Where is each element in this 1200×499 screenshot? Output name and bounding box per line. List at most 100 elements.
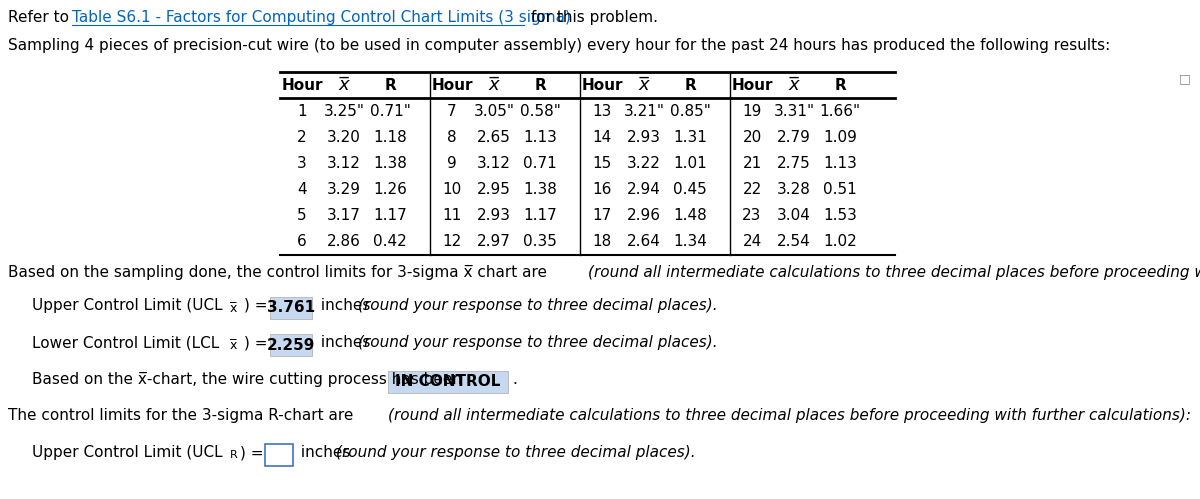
Text: R: R: [534, 77, 546, 92]
Text: 2.54: 2.54: [778, 235, 811, 250]
Text: 0.85": 0.85": [670, 104, 710, 119]
Text: Lower Control Limit (LCL: Lower Control Limit (LCL: [32, 335, 220, 350]
Text: 2.97: 2.97: [478, 235, 511, 250]
Text: 1.48: 1.48: [673, 208, 707, 223]
Text: 24: 24: [743, 235, 762, 250]
Text: 0.51: 0.51: [823, 182, 857, 197]
Text: Hour: Hour: [731, 77, 773, 92]
Text: 15: 15: [593, 156, 612, 171]
Text: 1.38: 1.38: [523, 182, 557, 197]
Text: ) =: ) =: [240, 445, 269, 460]
Text: 3.25": 3.25": [324, 104, 365, 119]
Text: inches: inches: [316, 298, 376, 313]
Text: 14: 14: [593, 130, 612, 145]
Text: 23: 23: [743, 208, 762, 223]
Text: 9: 9: [448, 156, 457, 171]
Text: □: □: [1180, 72, 1190, 85]
Text: IN CONTROL: IN CONTROL: [395, 375, 500, 390]
Text: 2.93: 2.93: [628, 130, 661, 145]
Text: for this problem.: for this problem.: [526, 10, 658, 25]
Text: 3.21": 3.21": [624, 104, 665, 119]
Text: 3.20: 3.20: [328, 130, 361, 145]
Text: ) =: ) =: [244, 298, 272, 313]
Text: 11: 11: [443, 208, 462, 223]
Text: 3.12: 3.12: [328, 156, 361, 171]
Text: Table S6.1 - Factors for Computing Control Chart Limits (3 sigma): Table S6.1 - Factors for Computing Contr…: [72, 10, 571, 25]
Text: 1.01: 1.01: [673, 156, 707, 171]
Text: 3.29: 3.29: [326, 182, 361, 197]
Text: 0.35: 0.35: [523, 235, 557, 250]
Text: 3.31": 3.31": [774, 104, 815, 119]
Text: 2.79: 2.79: [778, 130, 811, 145]
Text: x̅: x̅: [788, 76, 799, 94]
Text: 1.02: 1.02: [823, 235, 857, 250]
Text: 1.38: 1.38: [373, 156, 407, 171]
Text: x̅: x̅: [230, 302, 238, 315]
Text: Based on the x̅-chart, the wire cutting process has been: Based on the x̅-chart, the wire cutting …: [32, 372, 467, 387]
Text: 3.28: 3.28: [778, 182, 811, 197]
Text: The control limits for the 3-sigma R-chart are: The control limits for the 3-sigma R-cha…: [8, 408, 359, 423]
Text: 1.17: 1.17: [373, 208, 407, 223]
Text: inches: inches: [316, 335, 376, 350]
Text: 1.26: 1.26: [373, 182, 407, 197]
Text: .: .: [512, 372, 517, 387]
Text: x̅: x̅: [488, 76, 499, 94]
Text: 1.66": 1.66": [820, 104, 860, 119]
Text: ) =: ) =: [244, 335, 272, 350]
Text: 2.94: 2.94: [628, 182, 661, 197]
Text: 22: 22: [743, 182, 762, 197]
Text: 1: 1: [298, 104, 307, 119]
Text: 0.42: 0.42: [373, 235, 407, 250]
Text: 2: 2: [298, 130, 307, 145]
Text: 0.45: 0.45: [673, 182, 707, 197]
Text: 17: 17: [593, 208, 612, 223]
Text: 1.17: 1.17: [523, 208, 557, 223]
Text: x̅: x̅: [230, 339, 238, 352]
Text: 7: 7: [448, 104, 457, 119]
Text: 3.05": 3.05": [474, 104, 515, 119]
Text: 5: 5: [298, 208, 307, 223]
Text: 3.22: 3.22: [628, 156, 661, 171]
Text: 19: 19: [743, 104, 762, 119]
Text: (round your response to three decimal places).: (round your response to three decimal pl…: [336, 445, 696, 460]
Text: 1.53: 1.53: [823, 208, 857, 223]
Text: 1.34: 1.34: [673, 235, 707, 250]
Text: Sampling 4 pieces of precision-cut wire (to be used in computer assembly) every : Sampling 4 pieces of precision-cut wire …: [8, 38, 1110, 53]
Text: Upper Control Limit (UCL: Upper Control Limit (UCL: [32, 445, 223, 460]
Text: 12: 12: [443, 235, 462, 250]
Text: 16: 16: [593, 182, 612, 197]
Text: 1.13: 1.13: [823, 156, 857, 171]
Bar: [270, 297, 312, 319]
Text: 2.75: 2.75: [778, 156, 811, 171]
Text: 3.761: 3.761: [266, 300, 316, 315]
Text: 2.259: 2.259: [266, 337, 316, 352]
Text: 4: 4: [298, 182, 307, 197]
Text: 6: 6: [298, 235, 307, 250]
Text: 2.64: 2.64: [628, 235, 661, 250]
Text: 1.31: 1.31: [673, 130, 707, 145]
Text: Hour: Hour: [581, 77, 623, 92]
Text: 2.93: 2.93: [478, 208, 511, 223]
Text: 0.58": 0.58": [520, 104, 560, 119]
Text: (round all intermediate calculations to three decimal places before proceeding w: (round all intermediate calculations to …: [388, 408, 1190, 423]
Text: Hour: Hour: [431, 77, 473, 92]
Text: Refer to: Refer to: [8, 10, 74, 25]
Bar: [388, 371, 508, 393]
Text: 10: 10: [443, 182, 462, 197]
Text: 3.04: 3.04: [778, 208, 811, 223]
Text: 1.09: 1.09: [823, 130, 857, 145]
Text: 8: 8: [448, 130, 457, 145]
Text: (round all intermediate calculations to three decimal places before proceeding w: (round all intermediate calculations to …: [588, 265, 1200, 280]
Text: (round your response to three decimal places).: (round your response to three decimal pl…: [358, 335, 718, 350]
Text: 3: 3: [298, 156, 307, 171]
Text: (round your response to three decimal places).: (round your response to three decimal pl…: [358, 298, 718, 313]
Text: 18: 18: [593, 235, 612, 250]
Text: 3.12: 3.12: [478, 156, 511, 171]
Text: inches: inches: [296, 445, 355, 460]
Text: Based on the sampling done, the control limits for 3-sigma x̅ chart are: Based on the sampling done, the control …: [8, 265, 552, 280]
Text: 2.86: 2.86: [328, 235, 361, 250]
Text: 2.65: 2.65: [478, 130, 511, 145]
Text: R: R: [834, 77, 846, 92]
Bar: [270, 334, 312, 356]
Text: 2.95: 2.95: [478, 182, 511, 197]
